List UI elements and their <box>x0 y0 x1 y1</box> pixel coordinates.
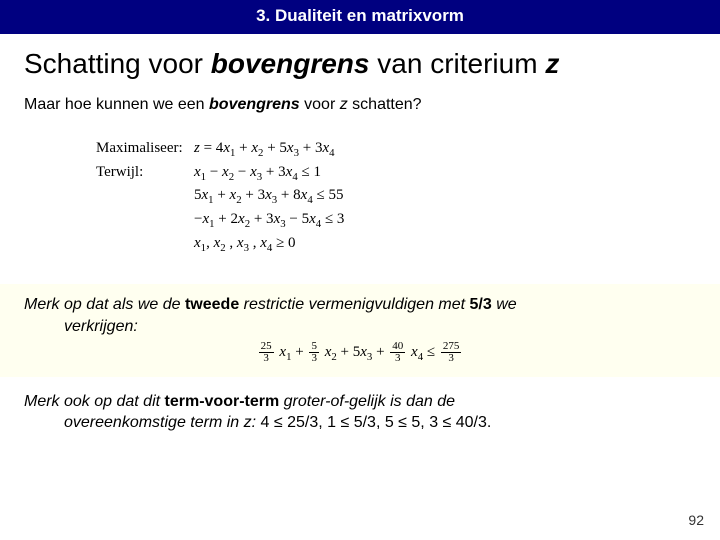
lp-constraint-3: −x1 + 2x2 + 3x3 − 5x4 ≤ 3 <box>194 209 394 233</box>
lp-objective: z = 4x1 + x2 + 5x3 + 3x4 <box>194 138 394 162</box>
note-1: Merk op dat als we de tweede restrictie … <box>0 284 720 377</box>
note2-b: term-voor-term <box>165 393 280 410</box>
subtitle: Maar hoe kunnen we een bovengrens voor z… <box>0 90 720 128</box>
note1-formula: 253 x1 + 53 x2 + 5x3 + 403 x4 ≤ 2753 <box>24 341 696 365</box>
note1-a: Merk op dat als we de <box>24 296 185 313</box>
lp-nonneg: x1, x2 , x3 , x4 ≥ 0 <box>194 233 394 257</box>
lp-objective-row: Maximaliseer: z = 4x1 + x2 + 5x3 + 3x4 <box>96 138 394 162</box>
note-2: Merk ook op dat dit term-voor-term grote… <box>0 377 720 434</box>
lp-constraint-row: Terwijl: x1 − x2 − x3 + 3x4 ≤ 1 <box>96 162 394 186</box>
subtitle-var: z <box>340 96 348 113</box>
page-title: Schatting voor bovengrens van criterium … <box>0 34 720 90</box>
note2-a: Merk ook op dat dit <box>24 393 165 410</box>
subtitle-mid: voor <box>300 96 340 113</box>
lp-constraint-1: x1 − x2 − x3 + 3x4 ≤ 1 <box>194 162 394 186</box>
subtitle-suffix: schatten? <box>348 96 422 113</box>
banner-text: 3. Dualiteit en matrixvorm <box>256 6 464 25</box>
lp-constraint-row: 5x1 + x2 + 3x3 + 8x4 ≤ 55 <box>96 185 394 209</box>
banner: 3. Dualiteit en matrixvorm <box>0 0 720 34</box>
lp-constraint-row: x1, x2 , x3 , x4 ≥ 0 <box>96 233 394 257</box>
lp-constraint-row: −x1 + 2x2 + 3x3 − 5x4 ≤ 3 <box>96 209 394 233</box>
note2-comparisons: 4 ≤ 25/3, 1 ≤ 5/3, 5 ≤ 5, 3 ≤ 40/3. <box>256 414 491 431</box>
note1-c: restrictie vermenigvuldigen met <box>239 296 469 313</box>
note1-line2: verkrijgen: <box>24 316 696 338</box>
title-prefix: Schatting voor <box>24 48 211 79</box>
subtitle-emph: bovengrens <box>209 96 300 113</box>
note2-line2: overeenkomstige term in z: 4 ≤ 25/3, 1 ≤… <box>24 412 696 434</box>
title-emph: bovengrens <box>211 48 370 79</box>
title-mid: van criterium <box>369 48 545 79</box>
lp-label-subj: Terwijl: <box>96 162 194 186</box>
lp-label-max: Maximaliseer: <box>96 138 194 162</box>
note1-b: tweede <box>185 296 239 313</box>
note2-line2a: overeenkomstige term in z: <box>64 414 256 431</box>
note1-d: 5/3 <box>470 296 492 313</box>
page-number: 92 <box>688 512 704 528</box>
lp-box: Maximaliseer: z = 4x1 + x2 + 5x3 + 3x4 T… <box>90 134 400 260</box>
subtitle-prefix: Maar hoe kunnen we een <box>24 96 209 113</box>
lp-constraint-2: 5x1 + x2 + 3x3 + 8x4 ≤ 55 <box>194 185 394 209</box>
note2-c: groter-of-gelijk is dan de <box>279 393 455 410</box>
title-var: z <box>545 48 559 79</box>
note1-e: we <box>492 296 517 313</box>
